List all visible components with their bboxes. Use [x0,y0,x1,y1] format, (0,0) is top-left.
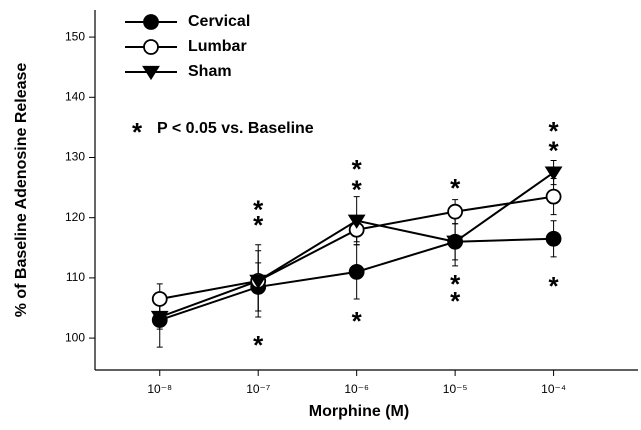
significance-mark: * [352,306,363,336]
significance-mark: * [450,269,461,299]
marker [249,274,268,290]
marker [544,166,563,181]
legend-label: Lumbar [188,38,247,55]
y-tick-label: 130 [65,150,85,164]
note-text: P < 0.05 vs. Baseline [157,120,314,137]
significance-mark: * [253,330,264,360]
x-tick-label: 10⁻⁴ [541,382,566,396]
y-tick-label: 140 [65,89,85,103]
legend-label: Sham [188,63,232,80]
x-tick-label: 10⁻⁶ [344,382,369,396]
y-tick-label: 120 [65,210,85,224]
marker [142,65,160,81]
significance-mark: * [549,116,560,146]
y-axis-label: % of Baseline Adenosine Release [13,63,30,318]
x-tick-label: 10⁻⁷ [246,382,270,396]
marker [151,291,168,307]
significance-mark: * [549,271,560,301]
x-axis-label: Morphine (M) [309,403,409,420]
marker [545,188,562,205]
significance-mark: * [549,136,560,166]
marker [447,203,464,220]
significance-mark: * [352,174,363,204]
significance-mark: * [352,154,363,184]
marker [446,235,465,250]
marker [143,14,159,30]
significance-mark: * [450,173,461,203]
marker [348,263,365,280]
significance-mark: * [450,286,461,316]
note-symbol: * [132,117,143,147]
marker [143,39,159,55]
x-tick-label: 10⁻⁵ [443,382,468,396]
y-tick-label: 150 [65,29,85,43]
marker [150,310,169,326]
marker [545,230,562,247]
marker [347,214,366,229]
significance-mark: * [253,195,264,225]
legend-label: Cervical [188,13,250,30]
x-tick-label: 10⁻⁸ [147,382,172,396]
significance-mark: * [253,210,264,240]
y-tick-label: 100 [65,330,85,344]
y-tick-label: 110 [66,270,85,284]
